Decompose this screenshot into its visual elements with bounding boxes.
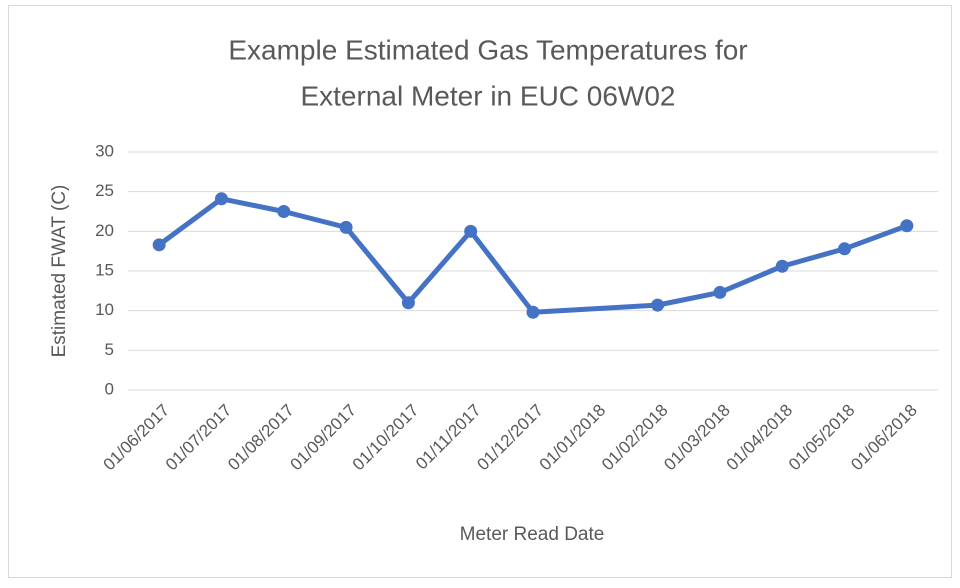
data-point <box>152 238 166 252</box>
series-line <box>157 196 908 315</box>
data-point <box>900 219 914 233</box>
y-tick-label: 20 <box>95 221 114 240</box>
y-tick-label: 15 <box>95 260 114 279</box>
data-point <box>775 259 789 273</box>
data-point <box>214 192 228 206</box>
data-point <box>713 285 727 299</box>
y-tick-label: 0 <box>105 379 114 398</box>
data-point <box>526 305 540 319</box>
y-tick-label: 25 <box>95 181 114 200</box>
data-point <box>464 224 478 238</box>
x-axis-title: Meter Read Date <box>460 524 605 545</box>
chart-border <box>8 5 952 578</box>
data-point <box>339 220 353 234</box>
data-point <box>401 296 415 310</box>
chart-title: External Meter in EUC 06W02 <box>300 80 675 111</box>
y-axis-title: Estimated FWAT (C) <box>49 185 70 358</box>
y-tick-label: 30 <box>95 141 114 160</box>
chart-title: Example Estimated Gas Temperatures for <box>228 34 747 65</box>
data-point <box>651 298 665 312</box>
y-tick-label: 10 <box>95 300 114 319</box>
data-point <box>277 205 291 218</box>
data-point <box>838 242 852 256</box>
y-tick-label: 5 <box>105 340 114 359</box>
